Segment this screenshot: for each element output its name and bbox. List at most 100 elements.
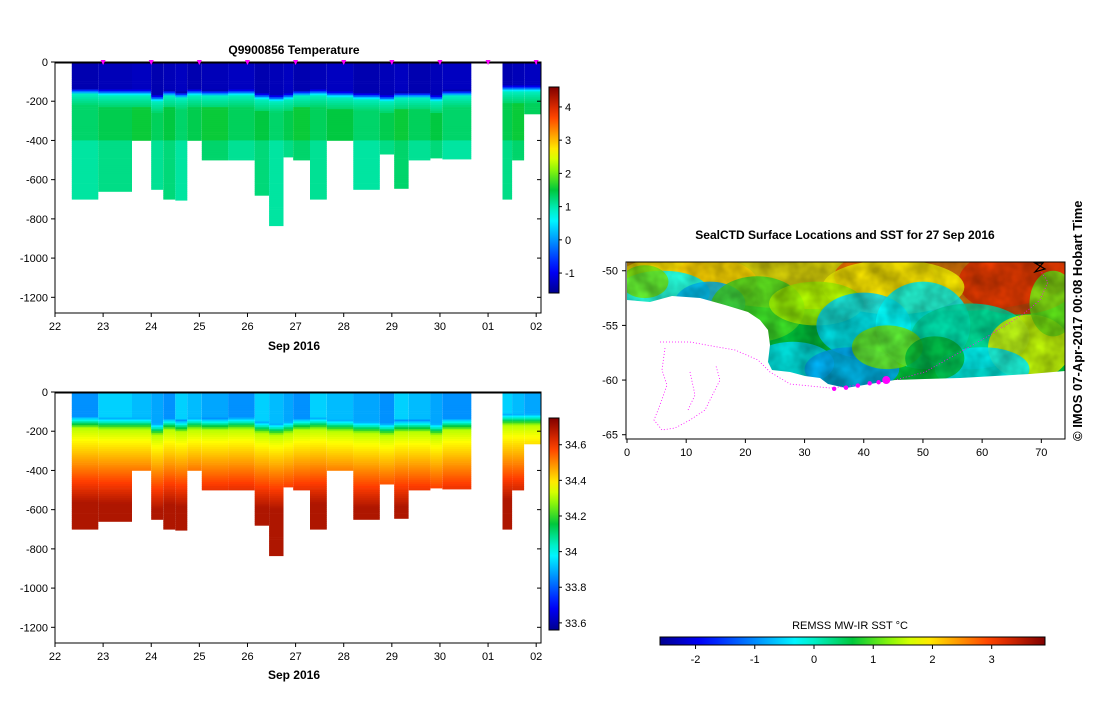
temp-cell xyxy=(269,183,284,186)
sal-cell xyxy=(408,407,431,410)
sal-cell xyxy=(151,490,164,493)
temp-cell xyxy=(512,99,525,102)
temp-cell xyxy=(293,134,310,137)
sal-cell xyxy=(71,464,99,467)
sal-cell xyxy=(310,517,327,520)
sal-cell xyxy=(151,431,164,434)
temp-cell xyxy=(228,113,255,116)
temp-cell xyxy=(283,113,294,116)
sal-cell xyxy=(175,421,188,424)
sal-cell xyxy=(326,397,354,401)
map-y-tick-label: -60 xyxy=(602,375,618,387)
x-tick-label: 29 xyxy=(386,321,398,333)
temp-cell xyxy=(512,111,525,114)
temp-cell xyxy=(254,116,270,120)
sal-cell xyxy=(394,405,409,408)
sal-cell xyxy=(201,394,229,397)
temp-cell xyxy=(310,187,327,190)
sal-cell xyxy=(524,411,541,414)
sal-cell xyxy=(254,444,270,448)
temp-cell xyxy=(269,169,284,173)
temp-cell xyxy=(524,64,541,67)
temp-cell xyxy=(228,148,255,151)
surface-location xyxy=(831,386,837,392)
temp-cell xyxy=(163,95,176,98)
sal-cell xyxy=(71,403,99,407)
temp-cell xyxy=(283,154,294,157)
temp-cell xyxy=(175,146,188,149)
sal-cell xyxy=(254,431,270,434)
temp-cell xyxy=(254,158,270,161)
temp-cell xyxy=(310,140,327,143)
temp-cell xyxy=(524,83,541,86)
sal-cell xyxy=(379,470,395,473)
temp-cell xyxy=(353,132,380,135)
sal-cell xyxy=(442,421,472,424)
temp-cell xyxy=(132,101,152,104)
sal-cell xyxy=(283,464,294,467)
temp-cell xyxy=(71,91,99,94)
sal-cell xyxy=(442,407,472,410)
temp-cell xyxy=(326,128,354,131)
sal-cell xyxy=(71,411,99,414)
map-x-tick-label: 60 xyxy=(976,447,988,459)
temp-cell xyxy=(524,91,541,94)
sal-cell xyxy=(310,513,327,516)
sal-cell xyxy=(163,460,176,463)
temp-cell xyxy=(98,89,132,92)
temp-cell xyxy=(283,134,294,137)
sal-cell xyxy=(442,439,472,442)
temp-cell xyxy=(228,116,255,120)
sal-cell xyxy=(187,399,202,403)
temp-cell xyxy=(502,154,513,157)
sal-cell xyxy=(228,415,255,418)
sal-cell xyxy=(502,435,513,438)
temp-cell xyxy=(442,113,472,116)
temp-cell xyxy=(442,156,472,159)
temp-cell xyxy=(228,71,255,75)
temp-cell xyxy=(353,122,380,126)
temp-cell xyxy=(269,164,284,167)
temp-cell xyxy=(442,132,472,135)
sal-cell xyxy=(269,474,284,477)
x-tick-label: 25 xyxy=(193,651,205,663)
sst-colorbar-tick-label: 2 xyxy=(929,654,935,666)
sal-cell xyxy=(163,454,176,458)
sal-cell xyxy=(163,480,176,483)
temp-profile xyxy=(283,62,294,158)
temp-cell xyxy=(254,175,270,178)
sal-cell xyxy=(353,490,380,493)
sal-cell xyxy=(326,433,354,436)
temp-cell xyxy=(175,177,188,180)
temp-cell xyxy=(283,114,294,118)
sal-cell xyxy=(353,399,380,403)
sal-cell xyxy=(269,531,284,534)
temp-cell xyxy=(98,140,132,143)
temp-cell xyxy=(293,113,310,116)
temp-cell xyxy=(228,65,255,69)
sal-cell xyxy=(394,458,409,461)
sal-cell xyxy=(254,492,270,495)
sal-cell xyxy=(394,448,409,452)
temp-cell xyxy=(132,83,152,86)
temp-cell xyxy=(442,144,472,147)
sal-cell xyxy=(524,407,541,410)
sal-cell xyxy=(353,452,380,456)
sal-cell xyxy=(394,495,409,499)
sal-cell xyxy=(408,478,431,481)
sal-cell xyxy=(71,439,99,442)
sal-cell xyxy=(524,423,541,426)
sal-cell xyxy=(442,429,472,432)
temp-cell xyxy=(379,130,395,133)
sal-cell xyxy=(187,468,202,471)
temp-cell xyxy=(293,130,310,133)
sal-cell xyxy=(175,403,188,407)
sal-cell xyxy=(430,454,443,458)
temp-cell xyxy=(442,120,472,124)
temp-cell xyxy=(132,113,152,116)
temp-cell xyxy=(379,87,395,90)
sal-cell xyxy=(524,441,541,444)
sal-cell xyxy=(512,480,525,483)
temp-cell xyxy=(228,95,255,98)
temp-cell xyxy=(394,101,409,104)
